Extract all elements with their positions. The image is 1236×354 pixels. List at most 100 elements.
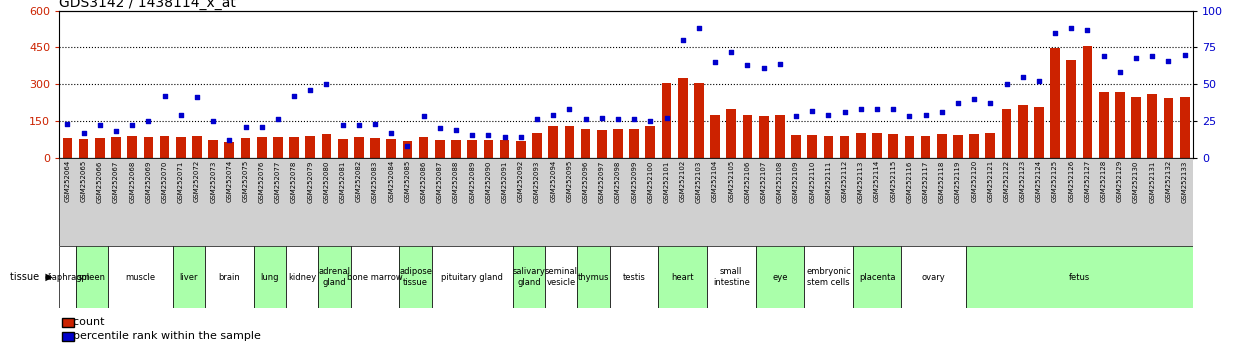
- Bar: [711, 115, 719, 158]
- Point: [430, 125, 450, 131]
- FancyBboxPatch shape: [351, 246, 399, 308]
- Bar: [241, 138, 251, 158]
- Text: GSM252068: GSM252068: [130, 160, 135, 202]
- Point: [900, 114, 920, 119]
- Point: [268, 116, 288, 122]
- Point: [1158, 58, 1178, 63]
- Point: [1142, 53, 1162, 59]
- Text: GSM252085: GSM252085: [404, 160, 410, 202]
- Bar: [257, 137, 267, 158]
- Point: [122, 122, 142, 128]
- Bar: [969, 134, 979, 158]
- Text: percentile rank within the sample: percentile rank within the sample: [66, 331, 261, 341]
- Point: [510, 134, 530, 140]
- Point: [786, 114, 806, 119]
- Point: [1094, 53, 1114, 59]
- Text: adipose
tissue: adipose tissue: [399, 267, 433, 287]
- Text: fetus: fetus: [1069, 273, 1090, 281]
- Text: GSM252116: GSM252116: [906, 160, 912, 202]
- Point: [754, 65, 774, 71]
- Bar: [515, 141, 525, 158]
- Point: [236, 124, 256, 130]
- Text: GSM252066: GSM252066: [96, 160, 103, 202]
- Point: [58, 121, 78, 127]
- Text: GSM252073: GSM252073: [210, 160, 216, 202]
- Point: [1078, 27, 1098, 33]
- Bar: [403, 141, 413, 158]
- Text: GSM252124: GSM252124: [1036, 160, 1042, 202]
- Text: GSM252131: GSM252131: [1149, 160, 1156, 202]
- Bar: [321, 134, 331, 158]
- Text: GSM252094: GSM252094: [550, 160, 556, 202]
- Bar: [289, 137, 299, 158]
- Text: salivary
gland: salivary gland: [513, 267, 545, 287]
- Point: [154, 93, 174, 99]
- Point: [576, 116, 596, 122]
- Bar: [127, 136, 137, 158]
- Bar: [111, 137, 121, 158]
- Bar: [1067, 60, 1077, 158]
- Text: GSM252121: GSM252121: [988, 160, 994, 202]
- Bar: [597, 130, 607, 158]
- Point: [220, 137, 240, 143]
- Bar: [533, 133, 541, 158]
- Point: [1030, 78, 1049, 84]
- Text: GSM252120: GSM252120: [971, 160, 978, 202]
- Bar: [337, 139, 347, 158]
- Text: count: count: [66, 317, 104, 327]
- Text: GSM252108: GSM252108: [777, 160, 782, 202]
- Point: [980, 100, 1000, 106]
- Bar: [905, 137, 915, 158]
- Text: GSM252102: GSM252102: [680, 160, 686, 202]
- Point: [722, 49, 742, 55]
- Text: spleen: spleen: [78, 273, 106, 281]
- Text: GSM252118: GSM252118: [939, 160, 944, 202]
- Point: [1174, 52, 1194, 57]
- Text: GSM252070: GSM252070: [162, 160, 168, 202]
- Text: GSM252113: GSM252113: [858, 160, 864, 202]
- Point: [1046, 30, 1065, 35]
- FancyBboxPatch shape: [967, 246, 1193, 308]
- FancyBboxPatch shape: [75, 246, 108, 308]
- FancyBboxPatch shape: [513, 246, 545, 308]
- FancyBboxPatch shape: [805, 246, 853, 308]
- Bar: [1001, 109, 1011, 158]
- Bar: [176, 137, 185, 158]
- Bar: [921, 137, 931, 158]
- Bar: [1131, 97, 1141, 158]
- Point: [672, 37, 692, 43]
- FancyBboxPatch shape: [319, 246, 351, 308]
- Point: [74, 130, 94, 135]
- Point: [1012, 74, 1032, 80]
- Text: bone marrow: bone marrow: [347, 273, 403, 281]
- Bar: [873, 132, 881, 158]
- Text: eye: eye: [772, 273, 787, 281]
- Bar: [1163, 98, 1173, 158]
- Point: [884, 106, 904, 112]
- Text: GSM252072: GSM252072: [194, 160, 200, 202]
- Point: [203, 118, 222, 124]
- Point: [446, 127, 466, 132]
- Text: GSM252122: GSM252122: [1004, 160, 1010, 202]
- Text: embryonic
stem cells: embryonic stem cells: [806, 267, 850, 287]
- FancyBboxPatch shape: [399, 246, 431, 308]
- Text: GSM252091: GSM252091: [502, 160, 508, 202]
- Bar: [695, 83, 703, 158]
- Text: GSM252065: GSM252065: [80, 160, 87, 202]
- Text: GSM252069: GSM252069: [146, 160, 151, 202]
- FancyBboxPatch shape: [609, 246, 659, 308]
- Text: GSM252098: GSM252098: [616, 160, 620, 202]
- Point: [478, 133, 498, 138]
- Point: [284, 93, 304, 99]
- Bar: [1083, 46, 1093, 158]
- Text: GSM252110: GSM252110: [810, 160, 816, 202]
- Text: ovary: ovary: [922, 273, 946, 281]
- Bar: [985, 133, 995, 158]
- Text: GSM252081: GSM252081: [340, 160, 346, 202]
- Text: GSM252095: GSM252095: [566, 160, 572, 202]
- Point: [640, 118, 660, 124]
- Point: [948, 100, 968, 106]
- Bar: [953, 135, 963, 158]
- Text: GSM252079: GSM252079: [308, 160, 313, 202]
- Point: [300, 87, 320, 93]
